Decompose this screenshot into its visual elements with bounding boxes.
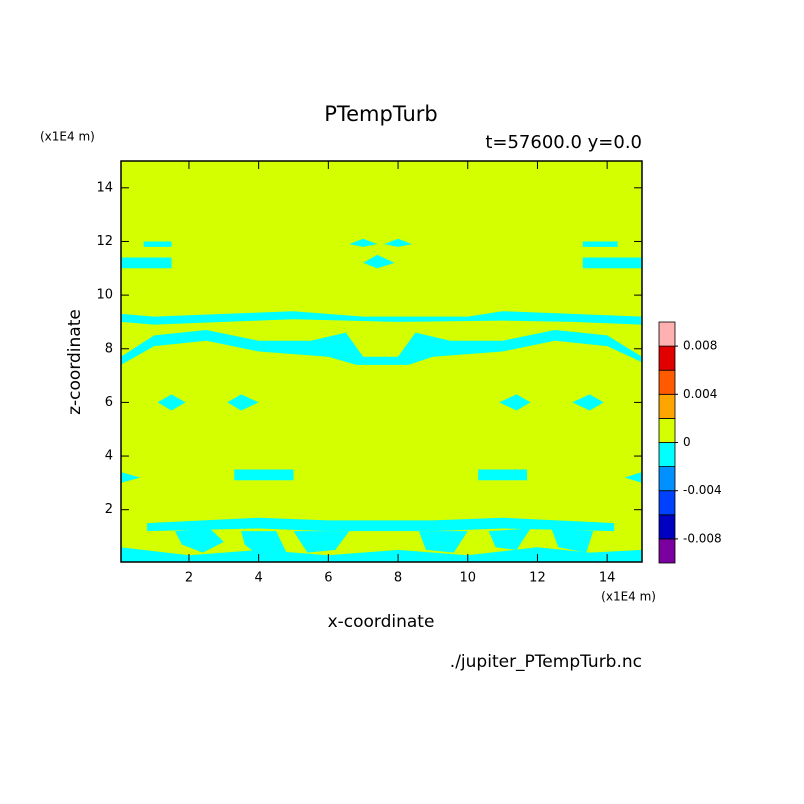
- x-tick-label: 8: [394, 571, 402, 586]
- chart-title: PTempTurb: [324, 102, 438, 126]
- contour-region: [175, 528, 224, 553]
- colorbar-tick-label: -0.008: [683, 531, 722, 545]
- colorbar-tick-label: -0.004: [683, 483, 722, 497]
- x-axis-label: x-coordinate: [328, 612, 435, 632]
- x-tick-label: 2: [185, 571, 193, 586]
- y-axis-label: z-coordinate: [65, 309, 85, 415]
- y-tick-label: 4: [105, 449, 113, 464]
- x-tick-label: 4: [255, 571, 263, 586]
- colorbar-box: [658, 417, 676, 443]
- contour-region: [147, 517, 615, 532]
- colorbar-box: [658, 321, 676, 347]
- contour-region: [488, 528, 531, 550]
- contour-region: [121, 257, 172, 269]
- colorbar-box: [658, 514, 676, 540]
- colorbar-box: [658, 345, 676, 371]
- contour-region: [551, 528, 594, 553]
- contour-region: [582, 241, 618, 247]
- y-tick-label: 12: [96, 234, 113, 249]
- contour-region: [234, 469, 294, 481]
- x-tick-label: 14: [599, 571, 616, 586]
- y-tick-label: 10: [96, 288, 113, 303]
- plot-frame: [120, 160, 643, 563]
- colorbar-box: [658, 369, 676, 395]
- contour-region: [624, 472, 642, 483]
- contour-region: [121, 311, 642, 325]
- contour-region: [227, 394, 259, 411]
- contour-region: [384, 238, 412, 247]
- colorbar-box: [658, 466, 676, 492]
- x-tick-label: 12: [529, 571, 546, 586]
- x-tick-label: 10: [459, 571, 476, 586]
- colorbar-box: [658, 393, 676, 419]
- contour-region: [293, 531, 350, 553]
- y-unit: (x1E4 m): [40, 130, 95, 144]
- colorbar-box: [658, 490, 676, 516]
- contour-region: [121, 329, 642, 365]
- y-tick-label: 6: [105, 395, 113, 410]
- contour-region: [157, 394, 186, 411]
- colorbar-tick-label: 0.008: [683, 339, 717, 353]
- footer: ./jupiter_PTempTurb.nc: [450, 652, 642, 672]
- y-tick-label: 14: [96, 180, 113, 195]
- x-tick-label: 6: [324, 571, 332, 586]
- contour-region: [499, 394, 531, 411]
- colorbar-box: [658, 538, 676, 564]
- x-unit: (x1E4 m): [601, 590, 656, 604]
- chart-subtitle: t=57600.0 y=0.0: [485, 132, 642, 153]
- contour-region: [121, 472, 141, 483]
- contour-region: [349, 238, 378, 247]
- contour-region: [241, 531, 287, 556]
- contour-region: [143, 241, 172, 247]
- contour-region: [121, 547, 642, 562]
- y-tick-label: 8: [105, 341, 113, 356]
- y-tick-label: 2: [105, 502, 113, 517]
- colorbar-tick-label: 0.004: [683, 387, 717, 401]
- colorbar-tick-label: 0: [683, 435, 691, 449]
- contour-region: [363, 254, 395, 269]
- colorbar-box: [658, 442, 676, 468]
- contour-region: [582, 257, 642, 269]
- contour-region: [478, 469, 527, 481]
- contour-region: [572, 394, 604, 411]
- contour-region: [418, 531, 468, 553]
